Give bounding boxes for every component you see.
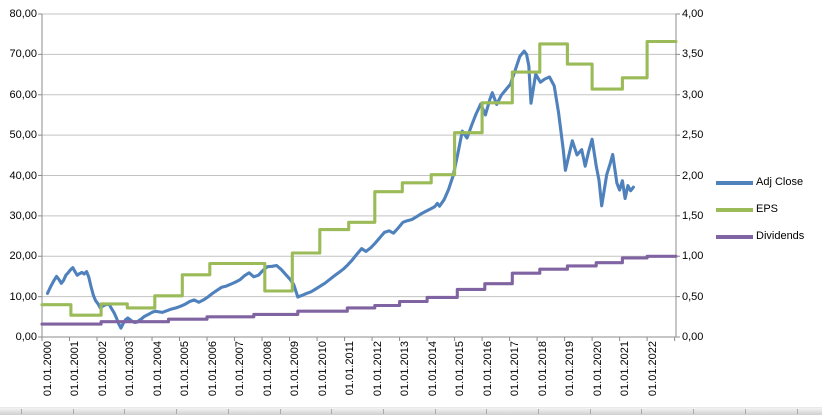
series-line-dividends[interactable] — [40, 254, 678, 326]
x-axis-tick-label: 01.01.2022 — [646, 341, 659, 397]
left-axis-tick-label: 40,00 — [9, 169, 37, 182]
left-axis-tick-label: 0,00 — [15, 331, 37, 343]
x-axis-tick-label: 01.01.2007 — [234, 341, 247, 397]
x-axis-tick-label: 01.01.2004 — [151, 341, 164, 397]
worksheet-column-separator — [72, 409, 74, 414]
x-axis-tick-label: 01.01.2001 — [69, 341, 81, 397]
right-axis-tick-label: 0,00 — [682, 331, 704, 343]
x-axis-tick-label: 01.01.2015 — [454, 341, 467, 397]
left-axis-tick-label: 70,00 — [9, 48, 37, 61]
worksheet-column-separator — [486, 409, 488, 414]
x-axis-tick-label: 01.01.2014 — [426, 341, 439, 397]
right-axis-tick-label: 3,00 — [682, 88, 704, 101]
left-axis-tick-label: 20,00 — [9, 250, 37, 263]
left-axis-tick-label: 30,00 — [9, 209, 37, 222]
worksheet-column-separator — [227, 409, 229, 414]
x-axis-tick-label: 01.01.2011 — [344, 341, 357, 396]
right-axis-tick-label: 4,00 — [682, 8, 704, 20]
worksheet-column-separator — [744, 409, 746, 414]
x-axis-tick-label: 01.01.2012 — [371, 341, 384, 397]
x-axis-tick-label: 01.01.2008 — [261, 341, 274, 397]
worksheet-column-separator — [796, 409, 798, 414]
worksheet-column-separator — [693, 409, 695, 414]
legend-label-adj-close: Adj Close — [756, 176, 804, 188]
worksheet-column-separator — [21, 409, 22, 414]
left-axis-tick-label: 80,00 — [9, 8, 37, 20]
worksheet-column-separator — [176, 409, 178, 414]
x-axis-tick-label: 01.01.2010 — [316, 341, 329, 397]
right-axis-tick-label: 3,50 — [682, 48, 704, 61]
x-axis-tick-label: 01.01.2016 — [481, 341, 494, 397]
worksheet-column-separator — [641, 409, 643, 414]
chart-legend: Adj Close EPS Dividends — [716, 169, 804, 250]
worksheet-column-separator — [538, 409, 539, 414]
x-axis-tick-label: 01.01.2020 — [591, 341, 604, 397]
legend-item-eps[interactable]: EPS — [716, 196, 804, 223]
series-line-adj-close[interactable] — [45, 49, 635, 330]
right-axis-tick-label: 2,00 — [682, 169, 704, 182]
worksheet-edge-bar — [0, 407, 822, 415]
x-axis-tick-label: 01.01.2009 — [289, 341, 302, 397]
worksheet-column-separator — [589, 409, 591, 414]
left-axis-tick-label: 10,00 — [9, 290, 37, 303]
worksheet-column-separator — [434, 409, 436, 414]
x-axis-tick-label: 01.01.2013 — [399, 341, 412, 397]
left-axis-tick-label: 60,00 — [9, 88, 37, 101]
x-axis-tick-label: 01.01.2006 — [206, 341, 219, 397]
legend-item-adj-close[interactable]: Adj Close — [716, 169, 804, 196]
series-line-eps[interactable] — [40, 39, 678, 317]
x-axis-tick-label: 01.01.2017 — [509, 341, 522, 397]
x-axis-tick-label: 01.01.2000 — [41, 341, 54, 397]
worksheet-column-separator — [279, 409, 281, 414]
x-axis-tick-label: 01.01.2003 — [124, 341, 137, 397]
x-axis-tick-label: 01.01.2019 — [564, 341, 577, 397]
worksheet-column-separator — [382, 409, 384, 414]
right-axis-tick-label: 0,50 — [682, 290, 704, 303]
worksheet-column-separator — [331, 409, 333, 414]
x-axis-tick-label: 01.01.2021 — [619, 341, 632, 397]
left-axis-tick-label: 50,00 — [9, 129, 37, 142]
x-axis-tick-label: 01.01.2005 — [179, 341, 192, 397]
right-axis-tick-label: 1,00 — [682, 250, 704, 263]
legend-label-dividends: Dividends — [756, 230, 805, 242]
legend-swatch-eps — [716, 207, 753, 212]
worksheet-column-separator — [124, 409, 126, 414]
right-axis-tick-label: 2,50 — [682, 129, 704, 142]
legend-swatch-dividends — [716, 234, 753, 239]
right-axis-tick-label: 1,50 — [682, 209, 704, 222]
legend-item-dividends[interactable]: Dividends — [716, 223, 804, 250]
legend-swatch-adj-close — [716, 180, 753, 185]
legend-label-eps: EPS — [756, 203, 779, 215]
x-axis-tick-label: 01.01.2018 — [536, 341, 549, 397]
x-axis-tick-label: 01.01.2002 — [96, 341, 109, 397]
